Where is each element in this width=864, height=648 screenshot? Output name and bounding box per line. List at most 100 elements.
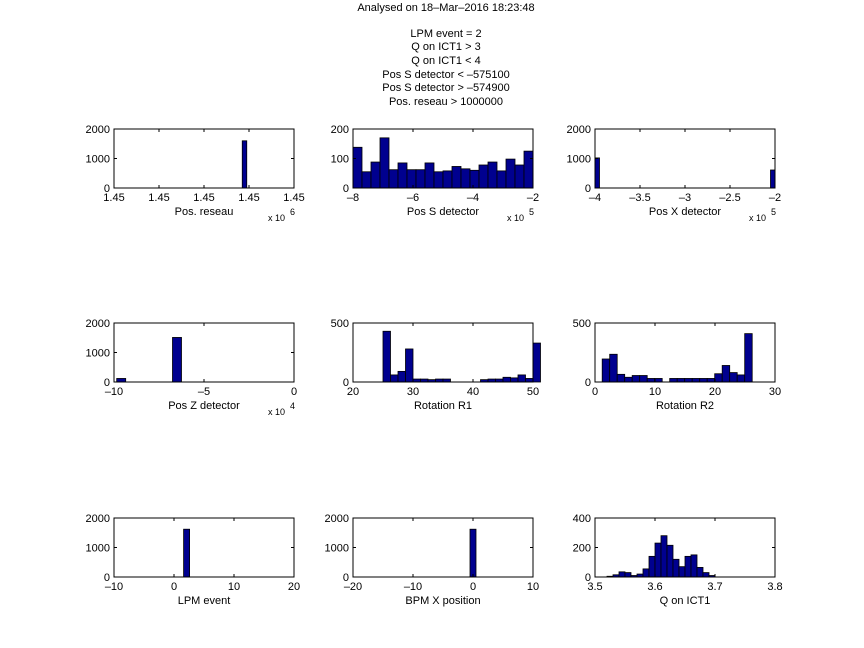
x-axis-label: Rotation R2 <box>656 400 714 412</box>
x-exponent-power: 4 <box>290 401 295 411</box>
x-tick-label: 10 <box>649 386 661 398</box>
histogram-bar <box>460 168 471 189</box>
histogram-bar <box>714 373 723 383</box>
histogram-bar <box>666 544 674 578</box>
axes-frame <box>113 517 295 578</box>
histogram-bar <box>609 353 618 383</box>
histogram-bar <box>525 378 534 383</box>
header-line: Q on ICT1 > 3 <box>411 41 480 53</box>
histogram-bar <box>517 374 526 383</box>
y-tick-label: 0 <box>104 572 110 584</box>
histogram-bar <box>505 158 516 189</box>
x-tick-label: –4 <box>467 192 479 204</box>
histogram-bar <box>660 535 668 578</box>
x-tick-label: 50 <box>527 386 539 398</box>
histogram-bar <box>684 378 693 383</box>
x-axis-label: BPM X position <box>405 595 480 607</box>
y-tick-label: 2000 <box>86 124 110 136</box>
histogram-bar <box>433 171 444 189</box>
histogram-bar <box>510 377 519 383</box>
x-tick-label: 10 <box>228 581 240 593</box>
header-line: Q on ICT1 < 4 <box>411 55 480 67</box>
x-tick-label: –20 <box>344 581 362 593</box>
histogram-bar <box>397 370 406 383</box>
x-tick-label: –3.5 <box>629 192 650 204</box>
axes-frame <box>594 322 776 383</box>
x-tick-label: 0 <box>592 386 598 398</box>
x-tick-label: 1.45 <box>103 192 124 204</box>
x-exponent-power: 5 <box>771 207 776 217</box>
x-axis-label: Pos X detector <box>649 206 721 218</box>
histogram-bar <box>669 378 678 383</box>
histogram-bar <box>424 162 435 189</box>
histogram-bar <box>594 157 600 189</box>
x-exponent-label: x 10 <box>268 213 285 223</box>
x-axis-label: Pos Z detector <box>168 400 240 412</box>
y-tick-label: 0 <box>343 377 349 389</box>
histogram-bar <box>514 164 525 189</box>
histogram-bar <box>672 558 680 578</box>
x-axis-label: Rotation R1 <box>414 400 472 412</box>
x-tick-label: 3.5 <box>587 581 602 593</box>
histogram-bar <box>654 542 662 578</box>
y-tick-label: 500 <box>331 318 349 330</box>
x-tick-label: –3 <box>679 192 691 204</box>
histogram-bar <box>241 140 248 189</box>
histogram-bar <box>361 171 372 189</box>
x-tick-label: 1.45 <box>148 192 169 204</box>
histogram-bar <box>523 150 534 189</box>
x-exponent-label: x 10 <box>268 407 285 417</box>
header-line: Pos. reseau > 1000000 <box>389 96 503 108</box>
histogram-bar <box>699 378 708 383</box>
x-tick-label: –2.5 <box>719 192 740 204</box>
y-tick-label: 0 <box>104 377 110 389</box>
histogram-bar <box>646 378 656 383</box>
histogram-bar <box>451 166 462 189</box>
x-tick-label: 30 <box>407 386 419 398</box>
x-tick-label: 3.7 <box>707 581 722 593</box>
histogram-bar <box>379 137 390 189</box>
histogram-bar <box>691 378 701 383</box>
axes-frame <box>594 128 776 189</box>
histogram-bar <box>770 169 776 189</box>
x-tick-label: 20 <box>288 581 300 593</box>
x-axis-label: LPM event <box>178 595 231 607</box>
histogram-bar <box>532 342 541 383</box>
histogram-bar <box>502 376 511 383</box>
histogram-bar <box>442 170 453 189</box>
histogram-bar <box>631 375 641 383</box>
histogram-bar <box>405 348 414 383</box>
histogram-bar <box>415 169 426 189</box>
y-tick-label: 2000 <box>86 318 110 330</box>
histogram-bar <box>678 566 686 578</box>
histogram-bar <box>487 161 498 189</box>
x-exponent-label: x 10 <box>749 213 766 223</box>
x-tick-label: –2 <box>527 192 539 204</box>
x-tick-label: 10 <box>527 581 539 593</box>
histogram-bar <box>744 333 753 383</box>
histogram-bar <box>624 376 633 383</box>
x-tick-label: 1.45 <box>193 192 214 204</box>
axes-frame <box>113 322 295 383</box>
histogram-bar <box>706 378 716 383</box>
histogram-bar <box>616 373 626 383</box>
x-tick-label: 20 <box>347 386 359 398</box>
histogram-bar <box>183 528 191 578</box>
x-exponent-power: 6 <box>290 207 295 217</box>
header-line: Pos S detector > –574900 <box>382 82 510 94</box>
x-tick-label: 0 <box>171 581 177 593</box>
histogram-panel: –4 –3.5 –3 –2.5 –2 0 1000 2000 Pos X detector x 1… <box>567 124 782 223</box>
histogram-bar <box>729 372 738 383</box>
header-line: Analysed on 18–Mar–2016 18:23:48 <box>357 2 534 14</box>
header-line: Pos S detector < –575100 <box>382 69 510 81</box>
x-tick-label: –10 <box>404 581 422 593</box>
histogram-bar <box>478 164 489 189</box>
axes-frame <box>352 517 534 578</box>
x-axis-label: Pos. reseau <box>175 206 234 218</box>
y-tick-label: 1000 <box>86 348 110 360</box>
y-tick-label: 1000 <box>567 154 591 166</box>
histogram-bar <box>469 528 477 578</box>
y-tick-label: 2000 <box>86 513 110 525</box>
histogram-bar <box>406 169 417 189</box>
x-axis-label: Q on ICT1 <box>660 595 711 607</box>
